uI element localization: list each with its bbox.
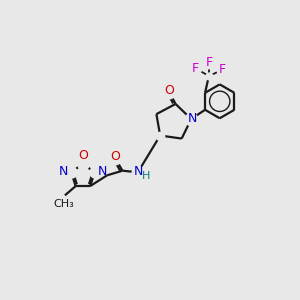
Text: CH₃: CH₃ bbox=[54, 199, 74, 209]
Text: O: O bbox=[79, 148, 88, 161]
Text: N: N bbox=[187, 112, 197, 125]
Text: F: F bbox=[205, 56, 212, 69]
Text: O: O bbox=[164, 84, 174, 97]
Text: H: H bbox=[142, 171, 150, 181]
Text: N: N bbox=[98, 165, 107, 178]
Text: N: N bbox=[134, 165, 143, 178]
Text: F: F bbox=[219, 63, 226, 76]
Text: F: F bbox=[191, 62, 199, 75]
Text: O: O bbox=[110, 150, 120, 163]
Text: N: N bbox=[59, 165, 68, 178]
